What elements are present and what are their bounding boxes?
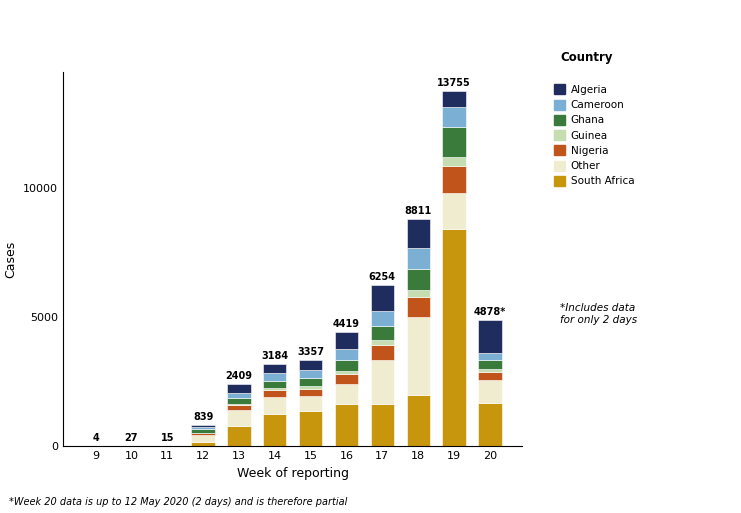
Legend: Algeria, Cameroon, Ghana, Guinea, Nigeria, Other, South Africa: Algeria, Cameroon, Ghana, Guinea, Nigeri… bbox=[550, 81, 639, 190]
Bar bbox=[442, 127, 465, 157]
Text: 15: 15 bbox=[161, 433, 174, 443]
Bar bbox=[442, 229, 465, 446]
Text: 13755: 13755 bbox=[437, 78, 471, 88]
Bar bbox=[335, 332, 358, 349]
Bar bbox=[407, 248, 430, 269]
Bar bbox=[263, 414, 287, 446]
Bar bbox=[478, 361, 502, 368]
Bar bbox=[407, 394, 430, 446]
Bar bbox=[442, 157, 465, 166]
Bar bbox=[191, 435, 215, 442]
Bar bbox=[227, 426, 250, 446]
Bar bbox=[478, 403, 502, 446]
Text: 8811: 8811 bbox=[405, 206, 432, 215]
Bar bbox=[191, 442, 215, 446]
Bar bbox=[370, 345, 394, 360]
Y-axis label: Cases: Cases bbox=[4, 241, 18, 278]
Bar bbox=[407, 219, 430, 248]
Bar bbox=[227, 404, 250, 405]
Text: 3184: 3184 bbox=[262, 351, 288, 361]
Bar bbox=[407, 269, 430, 290]
Bar bbox=[227, 393, 250, 398]
Text: 27: 27 bbox=[124, 432, 138, 443]
Bar bbox=[191, 427, 215, 429]
Bar bbox=[442, 91, 465, 107]
Bar bbox=[407, 317, 430, 394]
X-axis label: Week of reporting: Week of reporting bbox=[236, 467, 349, 480]
Bar bbox=[227, 384, 250, 393]
Bar bbox=[335, 349, 358, 360]
Bar bbox=[227, 410, 250, 426]
Bar bbox=[335, 360, 358, 370]
Text: *Week 20 data is up to 12 May 2020 (2 days) and is therefore partial: *Week 20 data is up to 12 May 2020 (2 da… bbox=[9, 497, 348, 507]
Bar bbox=[335, 384, 358, 404]
Bar bbox=[263, 381, 287, 388]
Bar bbox=[299, 370, 322, 378]
Text: 839: 839 bbox=[193, 411, 213, 422]
Bar bbox=[370, 311, 394, 326]
Text: 6254: 6254 bbox=[369, 272, 396, 282]
Bar bbox=[335, 404, 358, 446]
Bar bbox=[263, 373, 287, 381]
Bar bbox=[263, 388, 287, 390]
Text: Graphique 2. Rapport hebdomadaire des cas de COVID-19  dans les régions d'Afriqu: Graphique 2. Rapport hebdomadaire des ca… bbox=[9, 10, 567, 33]
Bar bbox=[478, 353, 502, 361]
Bar bbox=[370, 326, 394, 340]
Bar bbox=[370, 285, 394, 311]
Bar bbox=[442, 166, 465, 193]
Text: 4878*: 4878* bbox=[473, 307, 506, 317]
Bar bbox=[370, 360, 394, 404]
Bar bbox=[191, 425, 215, 427]
Bar bbox=[407, 297, 430, 317]
Bar bbox=[263, 364, 287, 373]
Text: 2409: 2409 bbox=[225, 371, 253, 381]
Text: 3357: 3357 bbox=[297, 346, 324, 357]
Text: *Includes data
for only 2 days: *Includes data for only 2 days bbox=[560, 303, 637, 325]
Bar bbox=[370, 404, 394, 446]
Bar bbox=[263, 397, 287, 414]
Bar bbox=[478, 380, 502, 403]
Bar bbox=[299, 388, 322, 397]
Bar bbox=[263, 390, 287, 397]
Text: Country: Country bbox=[560, 51, 613, 64]
Text: 4: 4 bbox=[92, 433, 99, 443]
Bar bbox=[442, 193, 465, 229]
Bar bbox=[191, 429, 215, 433]
Bar bbox=[299, 360, 322, 370]
Bar bbox=[335, 370, 358, 374]
Bar bbox=[227, 398, 250, 404]
Bar bbox=[407, 290, 430, 297]
Bar bbox=[299, 378, 322, 386]
Bar bbox=[299, 411, 322, 446]
Bar bbox=[335, 374, 358, 384]
Bar bbox=[370, 340, 394, 345]
Text: 4419: 4419 bbox=[333, 319, 360, 329]
Bar bbox=[299, 397, 322, 411]
Bar bbox=[442, 107, 465, 127]
Bar bbox=[478, 368, 502, 372]
Bar bbox=[478, 372, 502, 380]
Bar bbox=[478, 320, 502, 353]
Bar bbox=[299, 386, 322, 388]
Bar bbox=[227, 405, 250, 410]
Bar bbox=[191, 433, 215, 435]
